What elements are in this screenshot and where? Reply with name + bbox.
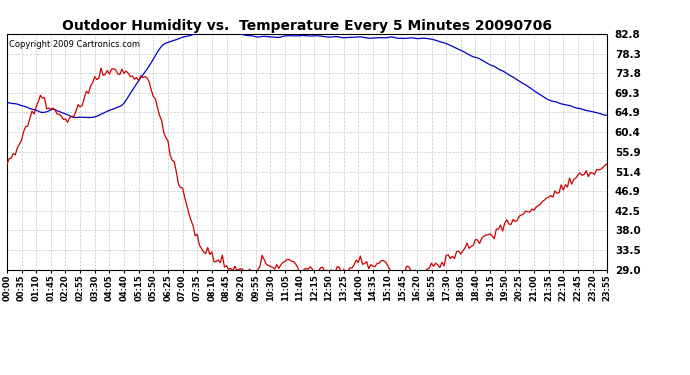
Title: Outdoor Humidity vs.  Temperature Every 5 Minutes 20090706: Outdoor Humidity vs. Temperature Every 5… (62, 19, 552, 33)
Text: Copyright 2009 Cartronics.com: Copyright 2009 Cartronics.com (9, 40, 139, 49)
